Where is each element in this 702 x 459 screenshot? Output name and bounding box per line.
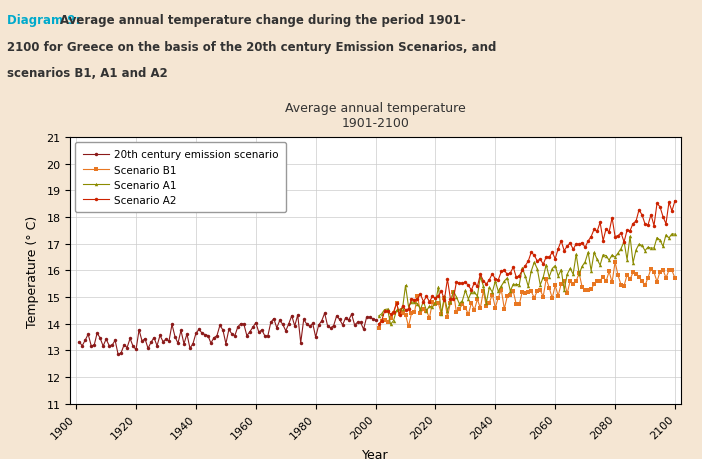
Scenario B1	[658, 268, 667, 273]
Scenario A1	[668, 231, 676, 237]
20th century emission scenario	[147, 340, 155, 345]
Scenario A2	[527, 250, 536, 256]
Scenario A1	[446, 300, 455, 305]
Scenario A2	[670, 199, 679, 204]
Scenario B1	[374, 325, 383, 331]
20th century emission scenario	[114, 352, 122, 358]
Scenario A1	[386, 322, 395, 327]
Text: scenarios B1, A1 and A2: scenarios B1, A1 and A2	[7, 67, 168, 79]
Line: 20th century emission scenario: 20th century emission scenario	[77, 312, 377, 356]
20th century emission scenario	[231, 333, 239, 339]
Scenario A1	[374, 313, 383, 319]
Y-axis label: Temperature (° C): Temperature (° C)	[27, 215, 39, 327]
Scenario A2	[551, 257, 559, 262]
Scenario A1	[435, 285, 443, 290]
Title: Average annual temperature
1901-2100: Average annual temperature 1901-2100	[285, 101, 466, 129]
Scenario A1	[658, 244, 667, 249]
20th century emission scenario	[75, 339, 84, 345]
20th century emission scenario	[353, 320, 362, 325]
Scenario A2	[656, 205, 664, 210]
Scenario A1	[530, 260, 538, 265]
Line: Scenario A1: Scenario A1	[377, 233, 677, 326]
Scenario A2	[443, 277, 451, 282]
Scenario B1	[527, 289, 536, 295]
Scenario B1	[431, 302, 439, 307]
20th century emission scenario	[135, 327, 143, 333]
Text: 2100 for Greece on the basis of the 20th century Emission Scenarios, and: 2100 for Greece on the basis of the 20th…	[7, 41, 496, 54]
Legend: 20th century emission scenario, Scenario B1, Scenario A1, Scenario A2: 20th century emission scenario, Scenario…	[75, 143, 286, 213]
20th century emission scenario	[320, 311, 329, 316]
Scenario A2	[431, 296, 439, 302]
Text: Diagram 9:: Diagram 9:	[7, 14, 81, 27]
X-axis label: Year: Year	[362, 448, 389, 459]
Scenario B1	[551, 283, 559, 289]
Line: Scenario A2: Scenario A2	[377, 200, 677, 326]
20th century emission scenario	[362, 315, 371, 320]
Scenario A1	[554, 274, 562, 279]
Scenario B1	[611, 260, 619, 265]
20th century emission scenario	[371, 318, 380, 323]
Scenario A1	[650, 246, 658, 251]
20th century emission scenario	[255, 330, 263, 335]
Scenario A2	[374, 321, 383, 327]
Scenario B1	[670, 276, 679, 281]
Text: Average annual temperature change during the period 1901-: Average annual temperature change during…	[60, 14, 465, 27]
Scenario A2	[647, 213, 655, 218]
Line: Scenario B1: Scenario B1	[377, 261, 677, 330]
Scenario A1	[670, 232, 679, 237]
Scenario B1	[443, 314, 451, 319]
Scenario B1	[650, 270, 658, 275]
